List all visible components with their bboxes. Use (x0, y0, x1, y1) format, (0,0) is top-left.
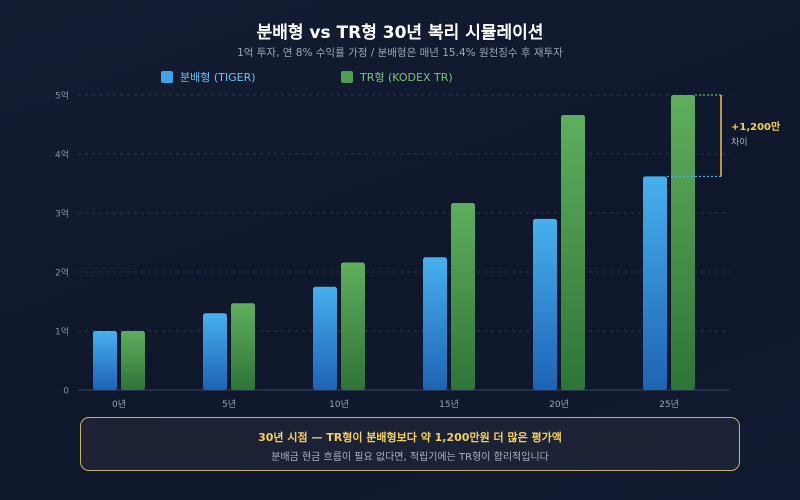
legend-item-dividend: 분배형 (TIGER) (161, 69, 256, 85)
bar-tr (341, 262, 365, 390)
bar-tr (671, 95, 695, 390)
grid-layer (78, 94, 730, 391)
bar-tr (231, 303, 255, 390)
y-tick-label: 3억 (55, 208, 69, 220)
legend-swatch-tr (341, 71, 353, 83)
bar-dividend (203, 313, 227, 390)
legend-label-dividend: 분배형 (TIGER) (180, 71, 256, 84)
x-tick-label: 10년 (329, 399, 349, 410)
label-layer: 0 1억 2억 3억 4억 5억 0년 5년 10년 15년 20년 25년 (55, 90, 679, 411)
x-tick-label: 5년 (222, 399, 236, 410)
y-tick-label: 5억 (55, 90, 69, 102)
bar-layer (93, 95, 695, 390)
bar-dividend (423, 257, 447, 390)
summary-detail: 분배금 현금 흐름이 필요 없다면, 적립기에는 TR형이 합리적입니다 (271, 452, 549, 463)
annotation-value: +1,200만 (731, 120, 781, 133)
annotation-label: 차이 (731, 136, 748, 148)
x-tick-label: 20년 (549, 399, 569, 410)
chart-title: 분배형 vs TR형 30년 복리 시뮬레이션 (256, 23, 544, 43)
x-tick-label: 25년 (659, 399, 679, 410)
legend-swatch-dividend (161, 71, 173, 83)
bar-tr (121, 331, 145, 390)
y-tick-label: 1억 (55, 326, 69, 338)
bar-dividend (313, 286, 337, 390)
bar-dividend (643, 176, 667, 390)
legend-label-tr: TR형 (KODEX TR) (360, 71, 453, 84)
summary-headline: 30년 시점 — TR형이 분배형보다 약 1,200만원 더 많은 평가액 (258, 431, 562, 444)
summary-callout: 30년 시점 — TR형이 분배형보다 약 1,200만원 더 많은 평가액 분… (80, 417, 740, 471)
y-tick-label: 2억 (55, 267, 69, 279)
legend-item-tr: TR형 (KODEX TR) (341, 69, 453, 85)
bar-dividend (93, 331, 117, 390)
bar-dividend (533, 218, 557, 390)
x-tick-label: 0년 (112, 399, 126, 410)
bar-tr (451, 202, 475, 390)
y-tick-label: 4억 (55, 149, 69, 161)
x-tick-label: 15년 (439, 399, 459, 410)
bar-tr (561, 115, 585, 390)
chart-subtitle: 1억 투자, 연 8% 수익률 가정 / 분배형은 매년 15.4% 원천징수 … (237, 47, 563, 59)
y-tick-label: 0 (63, 387, 69, 397)
